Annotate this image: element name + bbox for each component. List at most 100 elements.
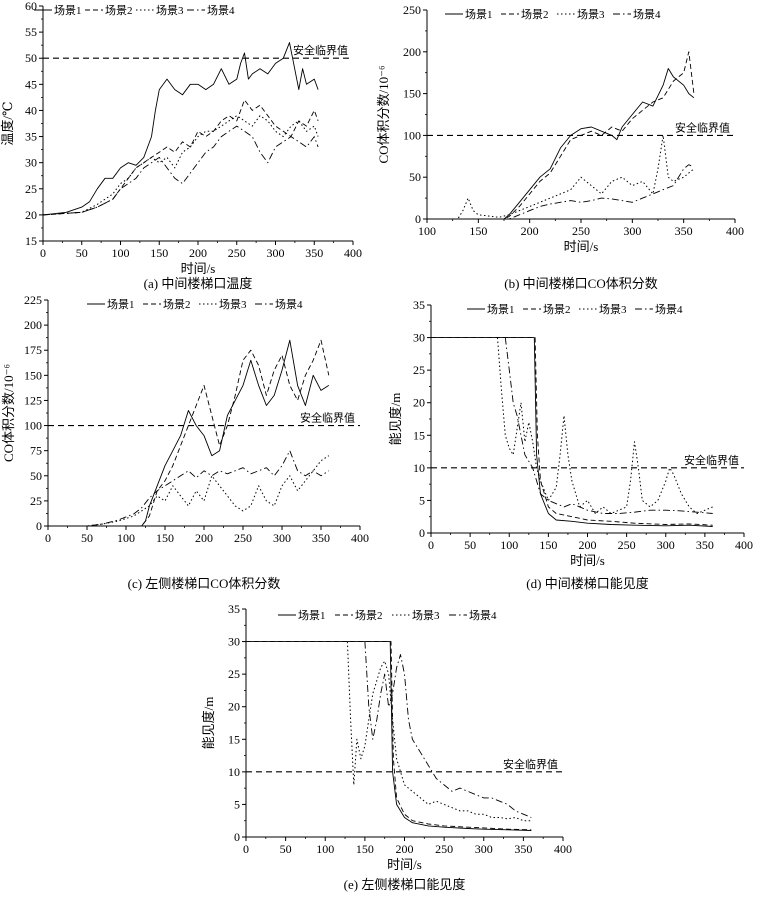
y-tick-label: 0 (419, 526, 425, 540)
y-tick-label: 250 (403, 3, 421, 17)
series-line-4 (427, 164, 695, 220)
safety-threshold-label: 安全临界值 (300, 411, 355, 425)
series-line-2 (427, 51, 695, 220)
x-tick-label: 350 (696, 538, 714, 552)
y-tick-label: 60 (25, 0, 37, 13)
x-tick-label: 250 (228, 246, 246, 260)
series-line-4 (42, 125, 319, 216)
x-tick-label: 100 (500, 538, 518, 552)
x-tick-label: 200 (195, 531, 213, 545)
x-tick-label: 400 (726, 224, 744, 238)
y-tick-label: 150 (403, 87, 421, 101)
x-tick-label: 400 (351, 531, 369, 545)
y-tick-label: 100 (24, 419, 42, 433)
series-line-1 (431, 337, 713, 527)
chart-caption: (b) 中间楼梯口CO体积分数 (504, 276, 657, 291)
series-line-3 (427, 134, 695, 220)
legend-label-4: 场景4 (275, 297, 303, 311)
series-line-2 (42, 99, 319, 216)
x-tick-label: 350 (514, 842, 532, 856)
legend-label-1: 场景1 (465, 7, 493, 21)
y-tick-label: 10 (413, 461, 425, 475)
y-tick-label: 150 (24, 368, 42, 382)
chart-panel-4: 0 50 100 150 200 250 300 350 400 0 5 10 15 20 25 30 35 时间… (201, 602, 572, 892)
y-tick-label: 25 (413, 363, 425, 377)
legend-label-4: 场景4 (655, 302, 683, 316)
x-tick-label: 250 (572, 224, 590, 238)
chart-panel-3: 0 50 100 150 200 250 300 350 400 0 5 10 15 20 25 30 35 时间… (388, 298, 753, 591)
x-tick-label: 100 (418, 224, 436, 238)
y-tick-label: 100 (403, 128, 421, 142)
y-tick-label: 200 (24, 318, 42, 332)
y-tick-label: 0 (415, 212, 421, 226)
safety-threshold-label: 安全临界值 (684, 453, 739, 467)
legend-label-3: 场景3 (412, 608, 440, 622)
series-line-1 (48, 339, 330, 527)
x-tick-label: 300 (267, 246, 285, 260)
y-tick-label: 75 (30, 444, 42, 458)
x-tick-label: 200 (521, 224, 539, 238)
y-axis-label: CO体积分数/10⁻⁶ (1, 364, 16, 462)
x-tick-label: 0 (243, 842, 249, 856)
legend-label-4: 场景4 (633, 7, 661, 21)
x-tick-label: 150 (150, 246, 168, 260)
x-tick-label: 350 (675, 224, 693, 238)
y-tick-label: 0 (36, 519, 42, 533)
chart-panel-1: 100 150 200 250 300 350 400050100150200250时间/s… (376, 3, 744, 291)
y-tick-label: 15 (25, 234, 37, 248)
series-line-3 (42, 115, 319, 216)
x-axis-label: 时间/s (181, 261, 216, 276)
y-tick-label: 175 (24, 343, 42, 357)
x-tick-label: 250 (234, 531, 252, 545)
legend-label-3: 场景3 (599, 302, 627, 316)
series-line-4 (364, 641, 532, 818)
y-axis-label: 能见度/m (388, 393, 403, 446)
legend-label-1: 场景1 (298, 608, 326, 622)
x-tick-label: 350 (305, 246, 323, 260)
x-tick-label: 100 (112, 246, 130, 260)
x-tick-label: 150 (156, 531, 174, 545)
y-tick-label: 20 (228, 700, 240, 714)
safety-threshold-label: 安全临界值 (503, 757, 558, 771)
x-tick-label: 250 (435, 842, 453, 856)
legend-label-4: 场景4 (207, 3, 235, 17)
x-tick-label: 200 (579, 538, 597, 552)
y-tick-label: 25 (228, 667, 240, 681)
y-tick-label: 200 (403, 45, 421, 59)
y-tick-label: 55 (25, 25, 37, 39)
x-tick-label: 400 (735, 538, 753, 552)
x-tick-label: 50 (81, 531, 93, 545)
chart-caption: (c) 左侧楼梯口CO体积分数 (128, 576, 281, 591)
y-tick-label: 50 (30, 469, 42, 483)
x-tick-label: 0 (40, 246, 46, 260)
x-tick-label: 100 (316, 842, 334, 856)
y-tick-label: 20 (25, 208, 37, 222)
y-tick-label: 225 (24, 293, 42, 307)
legend-label-2: 场景2 (521, 7, 549, 21)
chart-caption: (e) 左侧楼梯口能见度 (344, 877, 466, 892)
y-tick-label: 25 (25, 182, 37, 196)
y-tick-label: 25 (30, 494, 42, 508)
x-tick-label: 150 (356, 842, 374, 856)
series-line-4 (504, 337, 713, 514)
y-tick-label: 35 (25, 130, 37, 144)
x-axis-label: 时间/s (564, 239, 599, 254)
safety-threshold-label: 安全临界值 (675, 120, 730, 134)
series-line-1 (42, 42, 319, 216)
series-line-3 (48, 455, 330, 527)
legend-label-2: 场景2 (355, 608, 383, 622)
x-tick-label: 150 (469, 224, 487, 238)
series-line-3 (346, 641, 532, 822)
x-tick-label: 400 (344, 246, 362, 260)
y-tick-label: 0 (234, 830, 240, 844)
y-tick-label: 10 (228, 765, 240, 779)
legend-label-4: 场景4 (469, 608, 497, 622)
x-tick-label: 350 (312, 531, 330, 545)
series-line-2 (431, 337, 713, 526)
legend-label-2: 场景2 (543, 302, 571, 316)
legend-label-3: 场景3 (156, 3, 184, 17)
series-line-3 (497, 337, 713, 514)
x-tick-label: 300 (273, 531, 291, 545)
legend-label-2: 场景2 (105, 3, 133, 17)
